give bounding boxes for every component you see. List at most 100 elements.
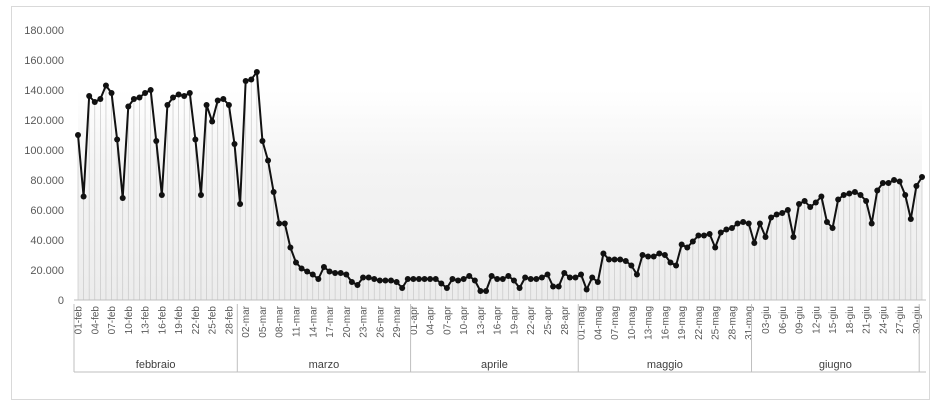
data-point	[119, 195, 126, 201]
data-point	[695, 232, 702, 239]
x-tick-label: 12-giu	[811, 306, 822, 334]
x-tick-label: 04-apr	[426, 305, 437, 335]
x-tick-label: 07-mag	[610, 306, 621, 340]
y-tick-label: 20.000	[30, 265, 64, 277]
data-point	[617, 256, 624, 263]
y-tick-label: 120.000	[24, 115, 64, 127]
data-point	[656, 250, 663, 257]
month-label: marzo	[309, 359, 340, 371]
data-point	[158, 192, 165, 198]
x-tick-label: 01-apr	[409, 305, 420, 335]
x-tick-label: 10-apr	[459, 305, 470, 335]
x-tick-label: 20-mar	[342, 305, 353, 337]
data-point	[544, 271, 551, 278]
data-point	[717, 229, 724, 236]
data-point	[298, 265, 305, 272]
data-point	[645, 253, 652, 260]
x-tick-label: 14-mar	[308, 305, 319, 337]
data-point	[505, 273, 512, 279]
data-point	[779, 210, 786, 216]
data-point	[684, 244, 691, 251]
data-point	[371, 276, 378, 282]
data-point	[153, 138, 160, 144]
data-point	[170, 94, 177, 101]
data-point	[578, 271, 585, 278]
data-point	[259, 138, 266, 144]
data-point	[773, 211, 780, 218]
data-point	[443, 285, 450, 291]
data-point	[829, 225, 836, 231]
data-point	[919, 174, 925, 180]
data-point	[868, 220, 875, 227]
month-label: giugno	[819, 359, 852, 371]
x-tick-label: 21-giu	[862, 306, 873, 334]
data-point	[633, 271, 640, 278]
data-point	[594, 279, 601, 285]
y-tick-label: 40.000	[30, 235, 64, 247]
data-point	[522, 274, 529, 281]
data-point	[360, 274, 367, 281]
data-point	[790, 234, 797, 240]
x-tick-label: 25-feb	[208, 306, 219, 335]
data-point	[365, 274, 372, 281]
data-point	[86, 93, 93, 99]
data-point	[701, 232, 708, 239]
y-tick-label: 80.000	[30, 175, 64, 187]
data-point	[751, 240, 758, 246]
data-point	[857, 192, 864, 198]
data-point	[550, 283, 557, 290]
x-tick-label: 19-apr	[509, 305, 520, 335]
data-point	[823, 219, 830, 225]
x-tick-label: 22-mag	[694, 306, 705, 340]
data-point	[404, 276, 411, 282]
data-point	[840, 192, 847, 198]
data-point	[309, 271, 316, 278]
data-point	[438, 280, 445, 287]
data-point	[516, 285, 523, 291]
data-point	[561, 270, 568, 276]
data-point	[75, 132, 81, 138]
x-tick-label: 05-mar	[258, 305, 269, 337]
data-point	[393, 279, 400, 285]
x-tick-label: 03-giu	[761, 306, 772, 334]
data-point	[265, 157, 272, 164]
y-tick-label: 180.000	[24, 25, 64, 37]
x-tick-label: 04-mag	[593, 306, 604, 340]
data-point	[583, 286, 590, 293]
month-label: febbraio	[136, 359, 176, 371]
x-tick-label: 18-giu	[845, 306, 856, 334]
x-tick-label: 31-mag	[744, 306, 755, 340]
x-tick-label: 22-feb	[191, 306, 202, 335]
data-point	[812, 199, 819, 206]
data-point	[220, 96, 227, 102]
data-point	[835, 196, 842, 203]
data-point	[734, 220, 741, 227]
data-point	[728, 225, 735, 231]
data-point	[125, 103, 132, 110]
data-point	[287, 244, 294, 251]
data-point	[600, 250, 607, 257]
data-point	[466, 273, 473, 279]
data-point	[555, 283, 562, 290]
month-label: maggio	[647, 359, 683, 371]
data-point	[527, 276, 534, 282]
data-point	[197, 192, 204, 198]
data-point	[270, 189, 277, 195]
data-point	[281, 220, 288, 227]
y-tick-label: 0	[58, 295, 64, 307]
data-point	[209, 118, 216, 125]
x-tick-label: 04-feb	[90, 306, 101, 335]
x-tick-label: 27-giu	[895, 306, 906, 334]
data-point	[164, 102, 171, 108]
data-point	[818, 193, 825, 200]
data-point	[136, 94, 143, 101]
x-tick-label: 24-giu	[878, 306, 889, 334]
x-tick-label: 07-feb	[107, 306, 118, 335]
data-point	[477, 288, 484, 294]
data-point	[114, 136, 121, 143]
data-point	[142, 90, 149, 96]
x-tick-label: 08-mar	[275, 305, 286, 337]
data-point	[863, 198, 870, 204]
x-tick-label: 25-apr	[543, 305, 554, 335]
data-point	[913, 183, 920, 189]
